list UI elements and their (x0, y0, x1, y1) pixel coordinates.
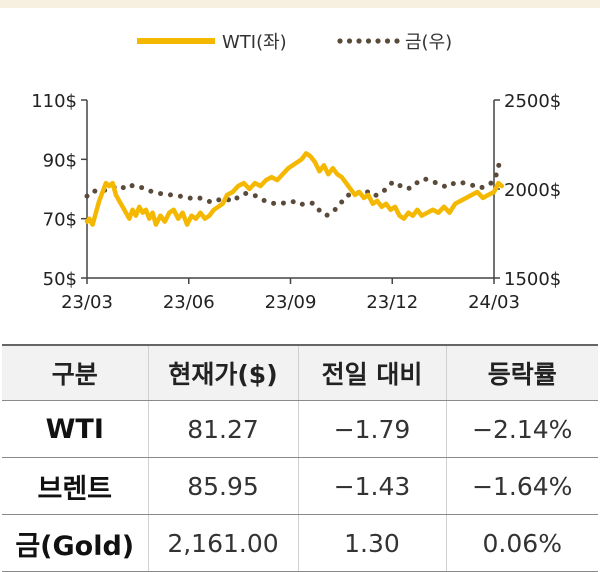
header-strip (0, 0, 600, 8)
legend-gold-dot (394, 38, 400, 44)
legend-gold-label: 금(우) (405, 32, 452, 53)
y-right-tick-label: 2000$ (504, 180, 561, 201)
row-label: 금(Gold) (2, 514, 148, 572)
plot-area (84, 151, 505, 227)
x-tick-label: 23/12 (366, 292, 418, 313)
column-header-current-price: 현재가($) (147, 344, 298, 401)
y-left-tick-label: 50$ (43, 269, 77, 290)
table-row: 금(Gold) 2,161.00 1.30 0.06% (2, 514, 598, 572)
column-header-daily-change: 전일 대비 (297, 344, 446, 401)
cell-current-price: 2,161.00 (147, 514, 298, 572)
cell-change-rate: 0.06% (445, 514, 598, 572)
chart-legend: WTI(좌) 금(우) (137, 32, 452, 53)
cell-daily-change: −1.43 (297, 457, 446, 515)
x-tick-label: 23/09 (265, 292, 317, 313)
legend-gold-dot (356, 38, 362, 44)
x-tick-label: 23/03 (61, 292, 113, 313)
row-label: 브렌트 (2, 457, 148, 515)
cell-daily-change: −1.79 (297, 400, 446, 458)
series-line-gold (84, 157, 505, 219)
y-right-tick-label: 1500$ (504, 269, 561, 290)
row-label: WTI (2, 400, 148, 458)
y-left-tick-label: 90$ (43, 150, 77, 171)
y-left-tick-label: 70$ (43, 210, 77, 231)
legend-gold-swatch (337, 38, 400, 44)
legend-wti-label: WTI(좌) (222, 32, 287, 53)
x-tick-label: 23/06 (163, 292, 215, 313)
table-header-row: 구분 현재가($) 전일 대비 등락률 (2, 344, 598, 401)
legend-gold-dot (346, 38, 353, 44)
series-line-wti (84, 151, 505, 227)
table-row: WTI 81.27 −1.79 −2.14% (2, 400, 598, 458)
y-right-tick-label: 2500$ (504, 91, 561, 112)
legend-gold-dot (384, 38, 391, 44)
legend-gold-dot (375, 38, 381, 44)
x-tick-label: 24/03 (468, 292, 520, 313)
y-left-tick-label: 110$ (31, 91, 77, 112)
price-chart: WTI(좌) 금(우) 110$ 90$ 70$ 50$ 2500$ 2000$ 1500$… (31, 32, 561, 313)
price-table: 구분 현재가($) 전일 대비 등락률 WTI 81.27 −1.79 −2.1… (2, 344, 598, 572)
table-row: 브렌트 85.95 −1.43 −1.64% (2, 457, 598, 515)
column-header-category: 구분 (2, 344, 148, 401)
cell-current-price: 81.27 (147, 400, 298, 458)
cell-change-rate: −1.64% (445, 457, 598, 515)
chart-axes: 110$ 90$ 70$ 50$ 2500$ 2000$ 1500$ 23/03 23/06 23… (31, 91, 561, 313)
cell-daily-change: 1.30 (297, 514, 446, 572)
legend-gold-dot (365, 38, 372, 44)
cell-change-rate: −2.14% (445, 400, 598, 458)
column-header-change-rate: 등락률 (445, 344, 598, 401)
cell-current-price: 85.95 (147, 457, 298, 515)
legend-gold-dot (337, 38, 343, 44)
